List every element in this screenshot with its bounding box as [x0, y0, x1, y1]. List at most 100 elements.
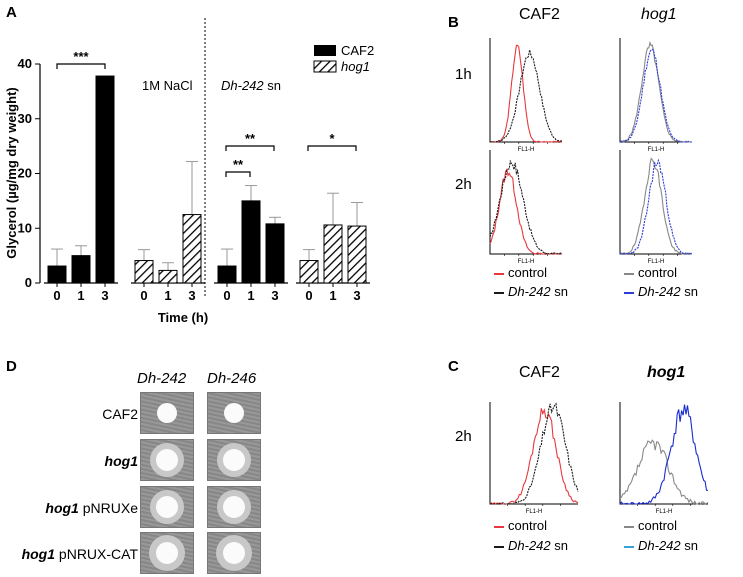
panel-d-row-hog1-pnruxe: hog1 pNRUXe — [45, 500, 138, 516]
sig-bracket-nacl-label: *** — [73, 49, 89, 64]
legend-swatch-gray — [624, 272, 634, 275]
hist-b-caf2-1h-curve — [490, 44, 562, 143]
panel-c-caf2-title: CAF2 — [519, 364, 560, 381]
condition-label-nacl: 1M NaCl — [142, 78, 193, 93]
y-tick-label: 0 — [25, 275, 32, 290]
sig-bracket-dh-1h — [225, 171, 251, 177]
hist-b-caf2-2h-curve — [489, 160, 563, 255]
hist-b-caf2-2h-axes — [489, 150, 562, 255]
sig-bracket-hog1-dh-label: * — [329, 131, 335, 146]
panel-c-legend-dh-hog1: Dh-242 sn — [624, 538, 698, 553]
legend-swatch-black — [494, 291, 504, 294]
sig-bracket-nacl — [56, 63, 106, 69]
paper-disk — [156, 542, 178, 564]
panel-b-time-1h: 1h — [455, 66, 472, 83]
sig-bracket-hog1-dh — [307, 145, 357, 151]
x-tick-label: 3 — [188, 288, 195, 303]
x-tick-label: 0 — [223, 288, 230, 303]
panel-c-legend-dh: Dh-242 sn — [494, 538, 568, 553]
hist-b-caf2-2h-curve — [489, 168, 563, 255]
hist-c-caf2-axis-label: FL1-H — [526, 509, 543, 515]
panel-b-legend-control: control — [494, 265, 547, 280]
panel-d-col-dh246: Dh-246 — [207, 370, 257, 387]
paper-disk — [223, 449, 245, 471]
sig-bracket-dh-3h-label: ** — [245, 131, 256, 146]
halo-plate — [140, 532, 194, 574]
legend-swatch-hog1 — [313, 60, 337, 73]
hist-b-hog1-1h-curve — [619, 40, 692, 143]
x-tick-label: 1 — [247, 288, 254, 303]
x-tick-label: 3 — [353, 288, 360, 303]
halo-plate — [207, 392, 261, 434]
panel-b-caf2-title: CAF2 — [519, 6, 560, 23]
x-tick-label: 0 — [53, 288, 60, 303]
panel-b-hog1-title: hog1 — [641, 6, 677, 23]
hist-b-caf2-1h-axis-label: FL1-H — [518, 147, 535, 153]
legend-swatch-caf2 — [314, 45, 336, 56]
halo-plate — [207, 486, 261, 528]
x-tick-label: 1 — [164, 288, 171, 303]
panel-b-legend-control-hog1: control — [624, 265, 677, 280]
panel-c-legend-control: control — [494, 518, 547, 533]
panel-d-row-hog1-pnrux-cat: hog1 pNRUX-CAT — [21, 546, 138, 562]
x-tick-label: 1 — [77, 288, 84, 303]
x-tick-label: 3 — [271, 288, 278, 303]
hist-b-caf2-1h-curve — [489, 49, 563, 143]
halo-plate — [140, 439, 194, 481]
hist-b-hog1-1h-axis-label: FL1-H — [648, 147, 665, 153]
hist-c-hog1-axes — [619, 402, 708, 505]
legend-swatch-cyan — [624, 545, 634, 548]
halo-plate — [140, 392, 194, 434]
y-tick-label: 30 — [18, 111, 32, 126]
hist-c-caf2-curve — [489, 402, 579, 505]
panel-d-row-caf2: CAF2 — [102, 406, 138, 422]
x-tick-label: 3 — [101, 288, 108, 303]
panel-a-letter: A — [6, 4, 17, 21]
y-tick-label: 10 — [18, 220, 32, 235]
panel-d-row-hog1: hog1 — [104, 453, 138, 469]
panel-b-legend-dh-hog1: Dh-242 sn — [624, 284, 698, 299]
paper-disk — [223, 542, 245, 564]
hist-b-caf2-1h-axes — [489, 38, 562, 143]
hist-c-hog1-curve — [619, 404, 709, 505]
hist-c-caf2-curve — [489, 408, 579, 505]
paper-disk — [224, 403, 244, 423]
condition-label-dh242: Dh-242 sn — [221, 78, 281, 93]
x-tick-label: 0 — [140, 288, 147, 303]
halo-plate — [207, 532, 261, 574]
paper-disk — [157, 403, 177, 423]
hist-b-hog1-1h-axes — [619, 38, 692, 143]
legend-label-caf2: CAF2 — [341, 43, 374, 58]
panel-c-legend-control-hog1: control — [624, 518, 677, 533]
legend-swatch-gray — [624, 525, 634, 528]
paper-disk — [156, 496, 178, 518]
sig-bracket-dh-3h — [225, 145, 275, 151]
hist-c-hog1-curve — [619, 439, 709, 505]
x-tick-label: 1 — [329, 288, 336, 303]
panel-c-letter: C — [448, 358, 459, 375]
x-tick-label: 0 — [305, 288, 312, 303]
legend-swatch-blue — [624, 291, 634, 294]
halo-plate — [140, 486, 194, 528]
x-axis-label: Time (h) — [158, 310, 208, 325]
hist-b-hog1-2h-curve — [619, 157, 692, 255]
legend-swatch-red — [494, 525, 504, 528]
panel-d-letter: D — [6, 358, 17, 375]
sig-bracket-dh-1h-label: ** — [233, 157, 244, 172]
hist-b-hog1-2h-curve — [619, 158, 693, 255]
legend-swatch-black — [494, 545, 504, 548]
hist-b-caf2-2h-axis-label: FL1-H — [518, 259, 535, 265]
hist-c-hog1-axis-label: FL1-H — [656, 509, 673, 515]
panel-d-col-dh242: Dh-242 — [137, 370, 187, 387]
panel-b-time-2h: 2h — [455, 176, 472, 193]
y-tick-label: 40 — [18, 56, 32, 71]
panel-c-time-2h: 2h — [455, 428, 472, 445]
panel-b-legend-dh: Dh-242 sn — [494, 284, 568, 299]
legend-swatch-red — [494, 272, 504, 275]
hist-c-caf2-axes — [489, 402, 578, 505]
hist-b-hog1-2h-axis-label: FL1-H — [648, 259, 665, 265]
panel-b-letter: B — [448, 14, 459, 31]
y-axis-label: Glycerol (µg/mg dry weight) — [4, 87, 19, 258]
